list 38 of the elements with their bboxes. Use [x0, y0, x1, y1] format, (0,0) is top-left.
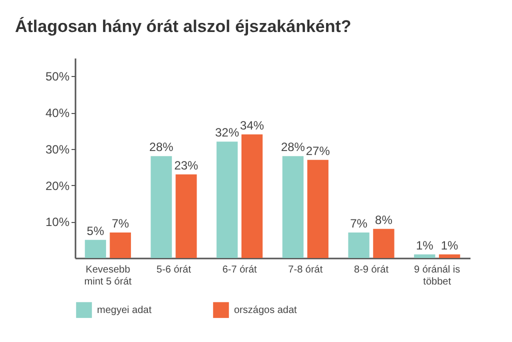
data-label: 5%	[86, 224, 104, 238]
x-tick-label: Kevesebb mint 5 órát	[84, 264, 132, 288]
y-tick-label: 10%	[45, 215, 70, 230]
chart-title: Átlagosan hány órát alszol éjszakánként?	[14, 16, 352, 36]
bar	[216, 142, 238, 258]
x-tick-label: 8-9 órát	[354, 264, 389, 276]
data-label: 28%	[149, 140, 174, 154]
data-label: 27%	[306, 144, 330, 158]
bar	[414, 254, 436, 258]
y-tick-label: 20%	[45, 178, 70, 193]
bar	[438, 254, 460, 258]
bar	[282, 156, 304, 258]
data-label: 28%	[280, 140, 306, 154]
legend-label: országos adat	[234, 305, 298, 316]
bar	[84, 240, 106, 258]
data-label: 8%	[375, 212, 393, 227]
y-tick-label: 50%	[45, 70, 70, 84]
y-tick-label: 30%	[45, 142, 70, 156]
data-label: 1%	[440, 238, 459, 252]
bar	[307, 160, 328, 258]
bar	[150, 156, 172, 258]
x-tick-label: 5-6 órát	[156, 264, 192, 276]
data-label: 23%	[174, 158, 199, 172]
bar	[176, 174, 197, 258]
bar	[348, 232, 370, 258]
x-tick-label: 6-7 órát	[222, 264, 258, 276]
bar	[241, 134, 263, 258]
bar	[373, 228, 394, 258]
bar	[110, 232, 131, 258]
data-label: 1%	[416, 238, 434, 252]
y-tick-label: 40%	[45, 106, 70, 120]
data-label: 34%	[240, 118, 264, 132]
data-label: 7%	[112, 216, 130, 231]
data-label: 32%	[215, 126, 240, 140]
data-label: 7%	[350, 216, 368, 231]
x-tick-label: 7-8 órát	[288, 264, 323, 276]
x-tick-label: 9 óránál is többet	[414, 264, 460, 288]
legend-label: megyei adat	[97, 305, 152, 316]
